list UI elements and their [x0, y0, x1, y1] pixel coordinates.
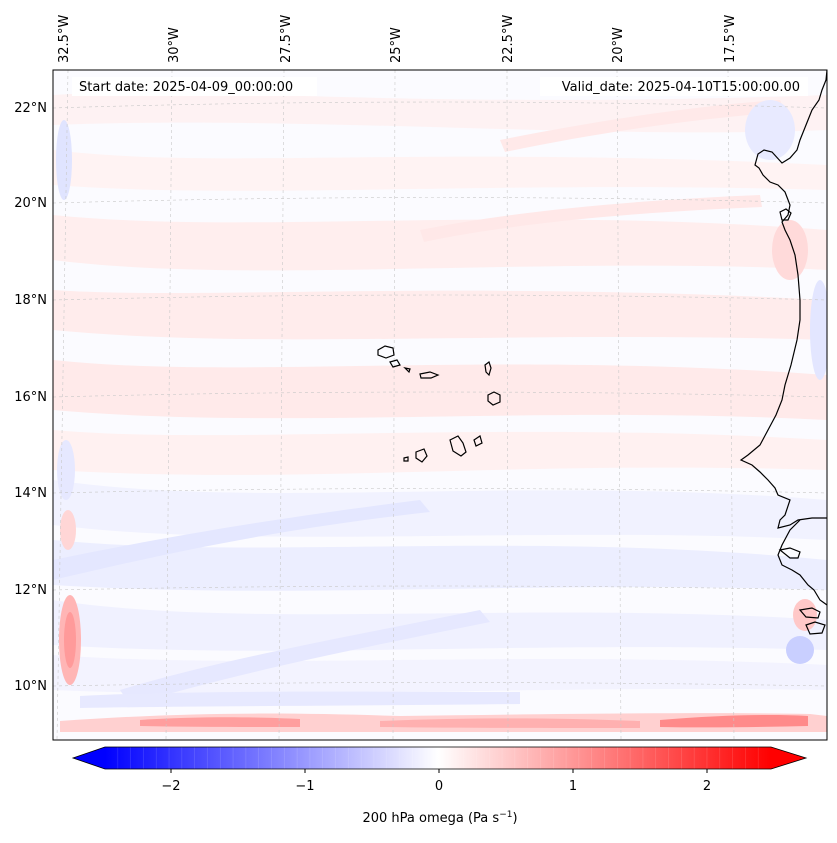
lon-label: 17.5°W [723, 15, 738, 63]
omega-cell-positive [64, 612, 76, 668]
colorbar-label-field: 200 hPa omega [362, 811, 463, 826]
africa-coastline [739, 70, 827, 529]
coastal-islet [779, 208, 792, 221]
gridline-lon [165, 70, 173, 740]
cape-verde-boa-vista [487, 391, 501, 406]
colorbar-outline [71, 746, 808, 770]
cape-verde-santa-luzia [403, 367, 411, 374]
omega-strip-negative [80, 691, 520, 708]
latitude-axis: 22°N 20°N 18°N 16°N 14°N 12°N 10°N [14, 101, 47, 694]
colorbar-tick-label: −2 [161, 779, 180, 794]
gridline-lat [53, 585, 827, 591]
omega-band-positive [53, 215, 827, 271]
omega-cell-negative [786, 636, 814, 664]
longitude-axis: 32.5°W 30°W 27.5°W 25°W 22.5°W 20°W 17.5… [57, 15, 738, 63]
gridline-lon [727, 70, 735, 740]
africa-coastline-south [777, 519, 827, 606]
omega-cell-negative [745, 100, 795, 160]
lon-label: 32.5°W [57, 15, 72, 63]
lat-label: 20°N [14, 196, 47, 211]
cape-verde-sao-vicente [389, 359, 401, 368]
lon-label: 22.5°W [501, 15, 516, 63]
coastal-islet [798, 607, 821, 619]
colorbar-label-close: ) [512, 811, 517, 826]
omega-cell-negative [810, 280, 827, 380]
omega-streak-negative [53, 500, 430, 580]
omega-field [53, 92, 827, 732]
omega-streak-negative [120, 610, 490, 705]
gridline-lat [53, 488, 827, 494]
colorbar-tick-label: 0 [435, 779, 443, 794]
omega-strip-positive [140, 717, 300, 727]
gridline-lat [53, 101, 827, 109]
gridline-lat [53, 197, 827, 204]
omega-cell-negative [57, 440, 75, 500]
lon-label: 27.5°W [279, 15, 294, 63]
map-frame [52, 69, 828, 741]
gridline-lon [278, 70, 285, 740]
valid-date-label: Valid_date: 2025-04-10T15:00:00.00 [562, 80, 800, 95]
start-date-box [72, 77, 317, 96]
lon-label: 20°W [611, 27, 626, 63]
colorbar-tick-label: 2 [703, 779, 711, 794]
colorbar-label-exponent: −1 [499, 810, 512, 820]
lat-label: 22°N [14, 101, 47, 116]
colorbar-tick-label: 1 [569, 779, 577, 794]
omega-band-positive [53, 430, 827, 475]
cape-verde-santo-antao [377, 345, 395, 359]
cape-verde-brava [403, 456, 409, 462]
lat-label: 10°N [14, 679, 47, 694]
gridlines [53, 70, 827, 740]
cape-verde-fogo [415, 448, 428, 463]
omega-streak-positive [420, 195, 762, 242]
colorbar-level-dividers [117, 747, 759, 769]
gridline-lon [506, 70, 509, 740]
gridline-lon [56, 70, 69, 740]
omega-band-positive [53, 290, 827, 340]
lon-label: 25°W [389, 27, 404, 63]
colorbar-label: 200 hPa omega (Pa s−1) [362, 810, 517, 826]
lat-label: 12°N [14, 583, 47, 598]
cape-verde-maio [473, 435, 483, 447]
colorbar-label-open: ( [464, 811, 473, 826]
cape-verde-sal [484, 361, 492, 377]
colorbar-ticks: −2 −1 0 1 2 [161, 769, 711, 794]
omega-strip-positive [380, 718, 640, 728]
colorbar-label-units: Pa s [473, 811, 499, 826]
gridline-lat [53, 391, 827, 398]
map-panel: Start date: 2025-04-09_00:00:00 Valid_da… [52, 69, 828, 741]
lat-label: 18°N [14, 293, 47, 308]
colorbar-body [105, 747, 771, 769]
coastline [377, 70, 827, 635]
gridline-lon [616, 70, 622, 740]
cape-verde-sao-nicolau [419, 371, 440, 379]
colorbar: −2 −1 0 1 2 200 hPa omega (Pa s−1) [71, 746, 808, 826]
gridline-lat [53, 682, 827, 687]
lon-label: 30°W [167, 27, 182, 63]
lat-label: 16°N [14, 390, 47, 405]
omega-cell-positive [60, 510, 76, 550]
coastal-islet [778, 547, 801, 559]
colorbar-extend-max [771, 747, 806, 769]
omega-cell-negative [56, 120, 72, 200]
omega-cell-positive [772, 220, 808, 280]
coastal-islet [805, 621, 826, 635]
start-date-label: Start date: 2025-04-09_00:00:00 [79, 80, 293, 95]
omega-band-positive [53, 150, 827, 191]
gridline-lat [53, 294, 827, 301]
gridline-lon [392, 70, 396, 740]
omega-strip-positive [660, 715, 808, 728]
omega-band-negative [53, 540, 827, 591]
omega-streak-positive [500, 100, 785, 152]
colorbar-extend-min [73, 747, 105, 769]
lat-label: 14°N [14, 486, 47, 501]
omega-band-positive [53, 360, 827, 420]
cape-verde-santiago [449, 435, 467, 457]
valid-date-box [540, 77, 808, 96]
colorbar-tick-label: −1 [295, 779, 314, 794]
